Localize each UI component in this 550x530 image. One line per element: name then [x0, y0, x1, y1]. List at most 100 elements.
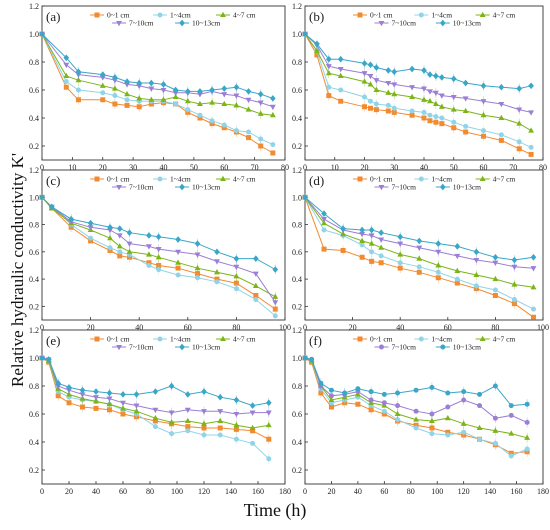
y-tick-label: 0.8: [292, 382, 302, 391]
data-point: [106, 389, 113, 397]
legend-marker: [418, 176, 424, 182]
data-point: [492, 415, 498, 421]
data-point: [462, 96, 469, 102]
data-point: [233, 255, 240, 262]
data-point: [477, 403, 483, 409]
series-line: [304, 196, 534, 269]
data-point: [473, 248, 480, 256]
data-point: [439, 74, 445, 81]
data-point: [175, 236, 181, 243]
x-tick-label: 70: [251, 163, 259, 172]
series-line: [304, 197, 534, 310]
data-point: [454, 276, 460, 282]
data-point: [185, 424, 191, 430]
data-point: [155, 247, 162, 253]
x-tick-label: 180: [537, 487, 549, 496]
legend-marker: [220, 335, 226, 342]
data-point: [302, 30, 308, 38]
data-point: [413, 387, 419, 393]
data-point: [361, 60, 368, 67]
data-point: [233, 128, 239, 134]
legend-entry: 0~1 cm: [370, 175, 393, 184]
data-point: [432, 100, 439, 107]
legend-entry: 4~7 cm: [493, 11, 516, 20]
data-point: [120, 411, 126, 417]
data-point: [272, 306, 278, 312]
data-point: [184, 417, 191, 424]
legend-entry: 7~10cm: [129, 19, 154, 28]
x-tick-label: 20: [65, 487, 73, 496]
legend-marker: [439, 19, 446, 27]
data-point: [528, 82, 534, 90]
data-point: [369, 249, 375, 255]
data-point: [421, 67, 427, 74]
legend-marker: [94, 12, 100, 18]
data-point: [107, 234, 113, 241]
data-point: [381, 408, 387, 414]
legend-entry: 1~4cm: [431, 11, 452, 20]
data-point: [385, 108, 391, 114]
data-point: [172, 86, 179, 94]
legend-entry: 10~13cm: [453, 19, 481, 28]
y-tick-label: 0.2: [292, 302, 302, 311]
x-tick-label: 70: [509, 163, 517, 172]
data-point: [394, 410, 401, 417]
data-point: [321, 219, 327, 226]
data-point: [511, 256, 518, 264]
x-tick-label: 40: [92, 487, 100, 496]
legend-marker: [357, 336, 363, 342]
data-point: [233, 93, 240, 99]
data-point: [369, 258, 375, 264]
x-tick-label: 40: [160, 163, 168, 172]
legend-marker: [479, 11, 486, 18]
data-point: [318, 380, 324, 386]
legend-marker: [116, 20, 122, 27]
data-point: [481, 133, 486, 139]
data-point: [516, 120, 523, 126]
data-point: [124, 78, 130, 85]
data-point: [270, 95, 276, 102]
data-point: [63, 79, 69, 85]
data-point: [233, 264, 240, 271]
global-y-axis-label-text: Relative hydraulic conductivity K': [8, 153, 27, 387]
x-tick-label: 40: [396, 323, 404, 332]
data-point: [217, 425, 223, 431]
panel-label: (e): [46, 333, 60, 348]
x-tick-label: 10: [331, 163, 339, 172]
y-tick-label: 1.0: [292, 193, 302, 202]
x-tick-label: 100: [171, 487, 183, 496]
data-point: [462, 79, 469, 87]
y-tick-label: 1.0: [292, 30, 302, 39]
data-point: [75, 87, 81, 93]
x-tick-label: 40: [420, 163, 428, 172]
data-point: [427, 118, 433, 124]
data-point: [249, 402, 256, 409]
x-tick-label: 30: [129, 163, 137, 172]
data-point: [338, 87, 344, 93]
x-tick-label: 120: [198, 487, 210, 496]
data-point: [492, 292, 498, 298]
data-point: [367, 105, 373, 111]
x-tick-label: 0: [303, 163, 307, 172]
data-point: [252, 271, 259, 277]
data-point: [397, 265, 403, 271]
data-point: [168, 410, 175, 416]
data-point: [309, 356, 315, 362]
series-line: [304, 196, 534, 261]
y-tick-label: 0.6: [292, 410, 302, 419]
x-tick-label: 60: [444, 323, 452, 332]
data-point: [314, 40, 320, 48]
legend-entry: 1~4cm: [431, 335, 452, 344]
y-tick-label: 0.2: [29, 142, 39, 151]
legend-entry: 10~13cm: [453, 183, 481, 192]
data-point: [117, 253, 123, 259]
series-line: [304, 33, 532, 113]
data-point: [66, 384, 72, 391]
data-point: [221, 85, 228, 92]
data-point: [337, 55, 344, 63]
data-point: [498, 137, 504, 143]
data-point: [416, 237, 423, 245]
data-point: [477, 391, 483, 397]
series-line: [304, 33, 532, 148]
data-point: [445, 390, 451, 396]
